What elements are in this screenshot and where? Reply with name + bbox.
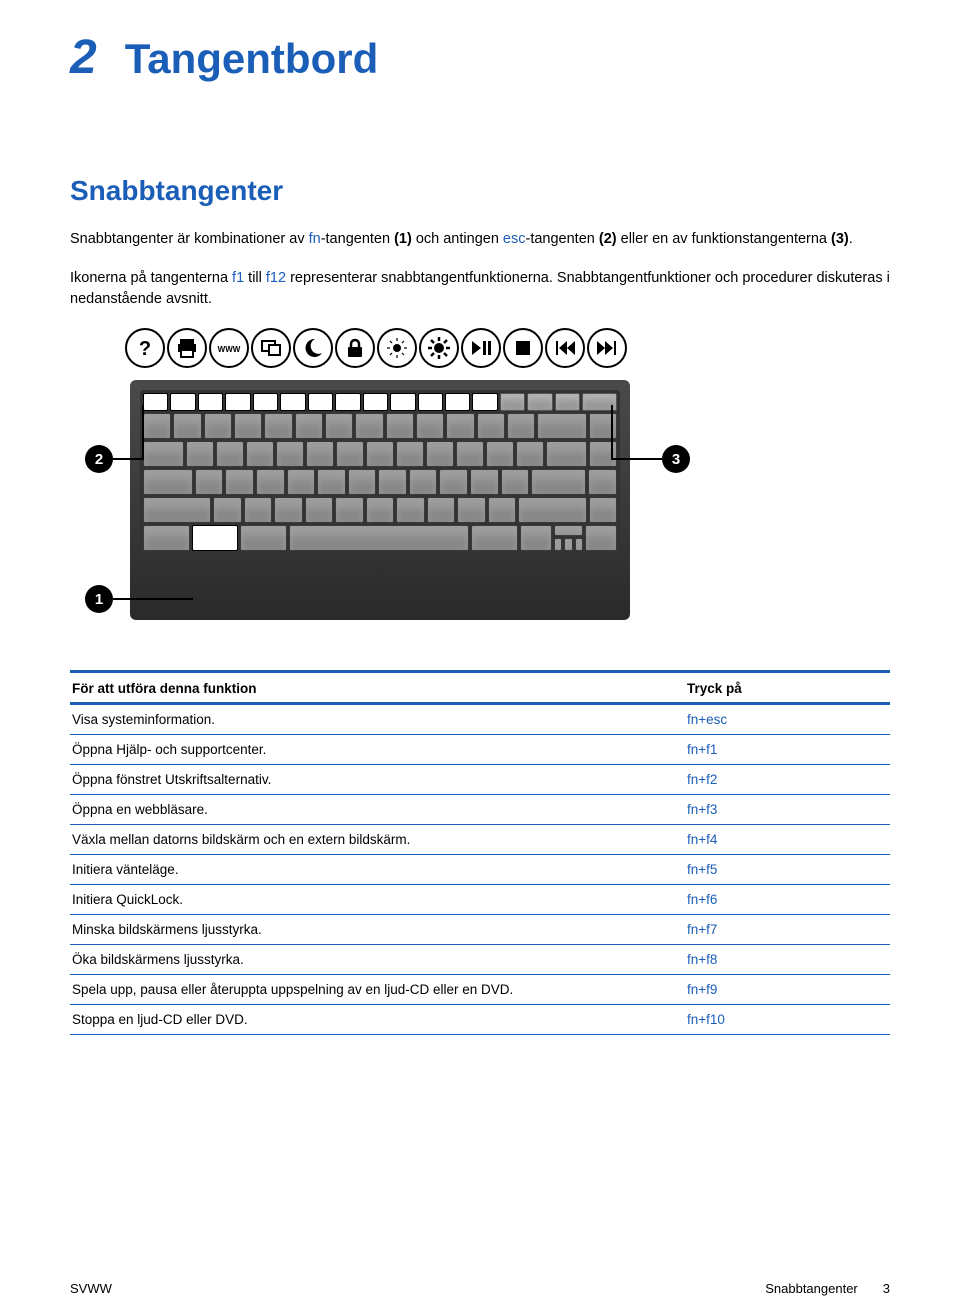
table-header-key: Tryck på	[685, 672, 890, 704]
table-row: Spela upp, pausa eller återuppta uppspel…	[70, 975, 890, 1005]
table-row: Initiera QuickLock.fn+f6	[70, 885, 890, 915]
page-footer: SVWW Snabbtangenter 3	[70, 1281, 890, 1296]
table-cell-key: fn+f8	[685, 945, 890, 975]
table-row: Stoppa en ljud-CD eller DVD.fn+f10	[70, 1005, 890, 1035]
table-cell-key: fn+f6	[685, 885, 890, 915]
keyboard-figure: ? WWW	[70, 328, 690, 630]
table-row: Öppna Hjälp- och supportcenter.fn+f1	[70, 735, 890, 765]
laptop-keyboard	[130, 380, 630, 620]
table-row: Växla mellan datorns bildskärm och en ex…	[70, 825, 890, 855]
table-row: Visa systeminformation.fn+esc	[70, 704, 890, 735]
brightness-down-icon	[377, 328, 417, 368]
shortcuts-table: För att utföra denna funktion Tryck på V…	[70, 670, 890, 1035]
table-cell-action: Stoppa en ljud-CD eller DVD.	[70, 1005, 685, 1035]
table-cell-action: Minska bildskärmens ljusstyrka.	[70, 915, 685, 945]
table-cell-key: fn+f7	[685, 915, 890, 945]
callout-1: 1	[85, 585, 113, 613]
table-row: Initiera vänteläge.fn+f5	[70, 855, 890, 885]
question-icon: ?	[125, 328, 165, 368]
callout-3: 3	[662, 445, 690, 473]
table-cell-key: fn+f4	[685, 825, 890, 855]
brightness-up-icon	[419, 328, 459, 368]
table-row: Öppna en webbläsare.fn+f3	[70, 795, 890, 825]
table-cell-action: Öppna en webbläsare.	[70, 795, 685, 825]
table-cell-action: Öppna Hjälp- och supportcenter.	[70, 735, 685, 765]
play-pause-icon	[461, 328, 501, 368]
next-track-icon	[587, 328, 627, 368]
intro-paragraph-2: Ikonerna på tangenterna f1 till f12 repr…	[70, 268, 890, 310]
table-cell-key: fn+f5	[685, 855, 890, 885]
table-row: Minska bildskärmens ljusstyrka.fn+f7	[70, 915, 890, 945]
table-cell-action: Växla mellan datorns bildskärm och en ex…	[70, 825, 685, 855]
table-cell-action: Visa systeminformation.	[70, 704, 685, 735]
table-cell-action: Öppna fönstret Utskriftsalternativ.	[70, 765, 685, 795]
footer-section: Snabbtangenter	[765, 1281, 858, 1296]
icon-strip: ? WWW	[125, 328, 690, 368]
table-cell-action: Initiera QuickLock.	[70, 885, 685, 915]
intro-text: Snabbtangenter är kombinationer av fn-ta…	[70, 229, 890, 310]
callout-2: 2	[85, 445, 113, 473]
chapter-number: 2	[70, 30, 97, 85]
chapter-heading: 2 Tangentbord	[70, 30, 890, 85]
table-cell-key: fn+f3	[685, 795, 890, 825]
table-row: Öppna fönstret Utskriftsalternativ.fn+f2	[70, 765, 890, 795]
table-cell-action: Öka bildskärmens ljusstyrka.	[70, 945, 685, 975]
svg-text:WWW: WWW	[218, 345, 241, 354]
footer-left: SVWW	[70, 1281, 112, 1296]
www-icon: WWW	[209, 328, 249, 368]
table-cell-key: fn+f10	[685, 1005, 890, 1035]
table-cell-key: fn+f2	[685, 765, 890, 795]
table-cell-key: fn+f9	[685, 975, 890, 1005]
table-header-action: För att utföra denna funktion	[70, 672, 685, 704]
svg-text:?: ?	[139, 338, 151, 360]
moon-icon	[293, 328, 333, 368]
prev-track-icon	[545, 328, 585, 368]
table-cell-key: fn+f1	[685, 735, 890, 765]
footer-page-number: 3	[883, 1281, 890, 1296]
printer-icon	[167, 328, 207, 368]
table-cell-action: Spela upp, pausa eller återuppta uppspel…	[70, 975, 685, 1005]
table-cell-key: fn+esc	[685, 704, 890, 735]
stop-icon	[503, 328, 543, 368]
table-cell-action: Initiera vänteläge.	[70, 855, 685, 885]
chapter-title: Tangentbord	[125, 35, 379, 83]
intro-paragraph-1: Snabbtangenter är kombinationer av fn-ta…	[70, 229, 890, 250]
display-switch-icon	[251, 328, 291, 368]
table-row: Öka bildskärmens ljusstyrka.fn+f8	[70, 945, 890, 975]
section-heading: Snabbtangenter	[70, 175, 890, 207]
lock-icon	[335, 328, 375, 368]
